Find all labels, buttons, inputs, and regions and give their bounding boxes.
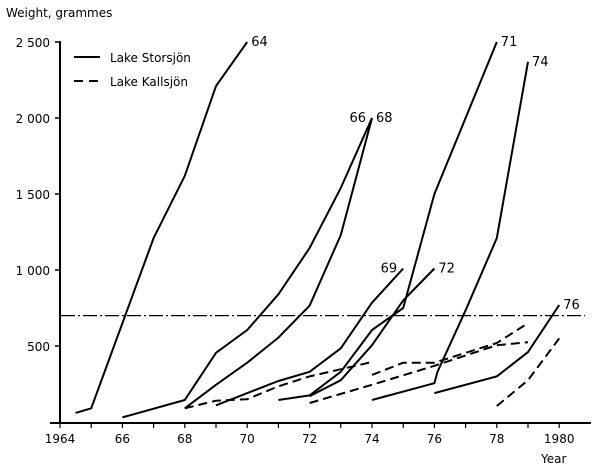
x-tick-label: 1980 xyxy=(544,432,575,446)
y-tick-label: 1 500 xyxy=(16,188,50,202)
series-line-k-c xyxy=(371,322,529,376)
curve-label: 68 xyxy=(376,111,393,126)
x-axis-title: Year xyxy=(540,452,566,466)
series-line-69 xyxy=(215,267,404,407)
series-line-71 xyxy=(278,41,498,401)
legend-label-storsjon: Lake Storsjön xyxy=(110,51,191,65)
x-axis-ticks: 1964 66 68 70 72 74 76 78 1980 xyxy=(45,423,575,446)
curve-label: 69 xyxy=(381,261,398,276)
x-tick-label: 70 xyxy=(240,432,255,446)
series-line-k-b xyxy=(309,341,529,404)
series-line-66 xyxy=(122,117,373,419)
series-line-k-a xyxy=(184,361,373,410)
legend: Lake Storsjön Lake Kallsjön xyxy=(74,51,191,89)
curve-label: 71 xyxy=(501,35,518,50)
curve-label: 72 xyxy=(438,261,455,276)
y-tick-label: 2 500 xyxy=(16,36,50,50)
x-tick-label: 1964 xyxy=(45,432,76,446)
x-tick-label: 66 xyxy=(115,432,130,446)
y-axis-title: Weight, grammes xyxy=(6,6,112,20)
series-line-72 xyxy=(309,267,436,398)
x-tick-label: 72 xyxy=(302,432,317,446)
x-tick-label: 78 xyxy=(489,432,504,446)
series-lines: 64 66 68 69 71 72 74 76 xyxy=(75,35,580,419)
x-tick-label: 76 xyxy=(427,432,442,446)
series-line-74 xyxy=(371,61,529,401)
x-tick-label: 74 xyxy=(364,432,379,446)
series-line-64 xyxy=(75,41,249,414)
y-axis-ticks: 500 1 000 1 500 2 000 2 500 xyxy=(16,36,60,354)
y-tick-label: 2 000 xyxy=(16,112,50,126)
legend-label-kallsjon: Lake Kallsjön xyxy=(110,75,188,89)
y-tick-label: 500 xyxy=(27,340,50,354)
curve-label: 74 xyxy=(532,55,549,70)
curve-label: 66 xyxy=(349,111,366,126)
series-line-68 xyxy=(184,117,373,410)
curve-label: 64 xyxy=(251,35,268,50)
series-line-k-d xyxy=(496,337,561,407)
y-tick-label: 1 000 xyxy=(16,264,50,278)
x-tick-label: 68 xyxy=(177,432,192,446)
series-line-76 xyxy=(434,304,561,395)
curve-label: 76 xyxy=(563,298,580,313)
